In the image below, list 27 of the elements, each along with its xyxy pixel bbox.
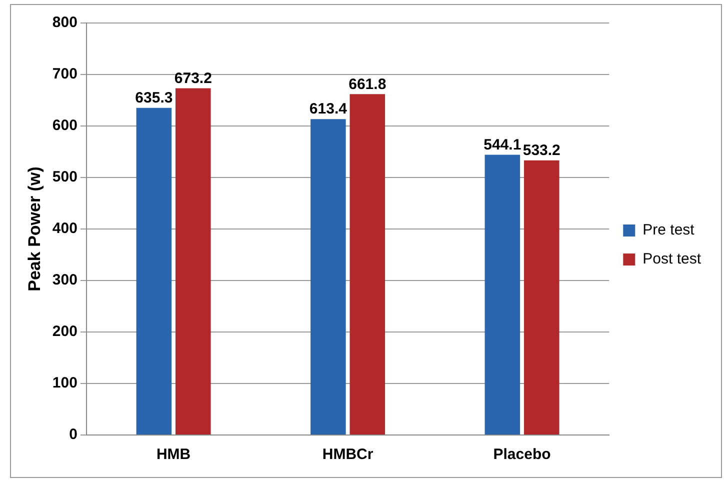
data-label: 613.4	[309, 100, 348, 118]
x-tick-label: HMBCr	[322, 446, 374, 464]
bar	[524, 160, 560, 434]
y-tick-label: 500	[52, 168, 78, 186]
x-tick-label: Placebo	[493, 446, 551, 464]
bar	[136, 108, 172, 434]
data-label: 533.2	[522, 142, 560, 160]
y-tick-label: 200	[52, 323, 78, 340]
x-tick-label: HMB	[156, 446, 191, 464]
data-label: 544.1	[484, 136, 522, 154]
data-label: 673.2	[174, 70, 212, 87]
legend-label: Post test	[642, 250, 702, 268]
bar	[350, 94, 386, 434]
data-label: 661.8	[348, 76, 386, 93]
y-tick-label: 100	[52, 374, 78, 392]
bar	[176, 88, 211, 434]
y-axis-title: Peak Power (w)	[24, 166, 44, 292]
y-tick-label: 700	[52, 66, 78, 83]
bar	[484, 154, 520, 434]
data-label: 635.3	[135, 89, 173, 106]
y-tick-label: 0	[69, 426, 78, 444]
y-tick-label: 400	[52, 220, 78, 238]
y-tick-label: 300	[52, 272, 78, 289]
legend-label: Pre test	[642, 222, 696, 239]
bar	[310, 119, 346, 434]
y-tick-label: 800	[52, 14, 78, 32]
y-tick-label: 600	[52, 117, 78, 134]
